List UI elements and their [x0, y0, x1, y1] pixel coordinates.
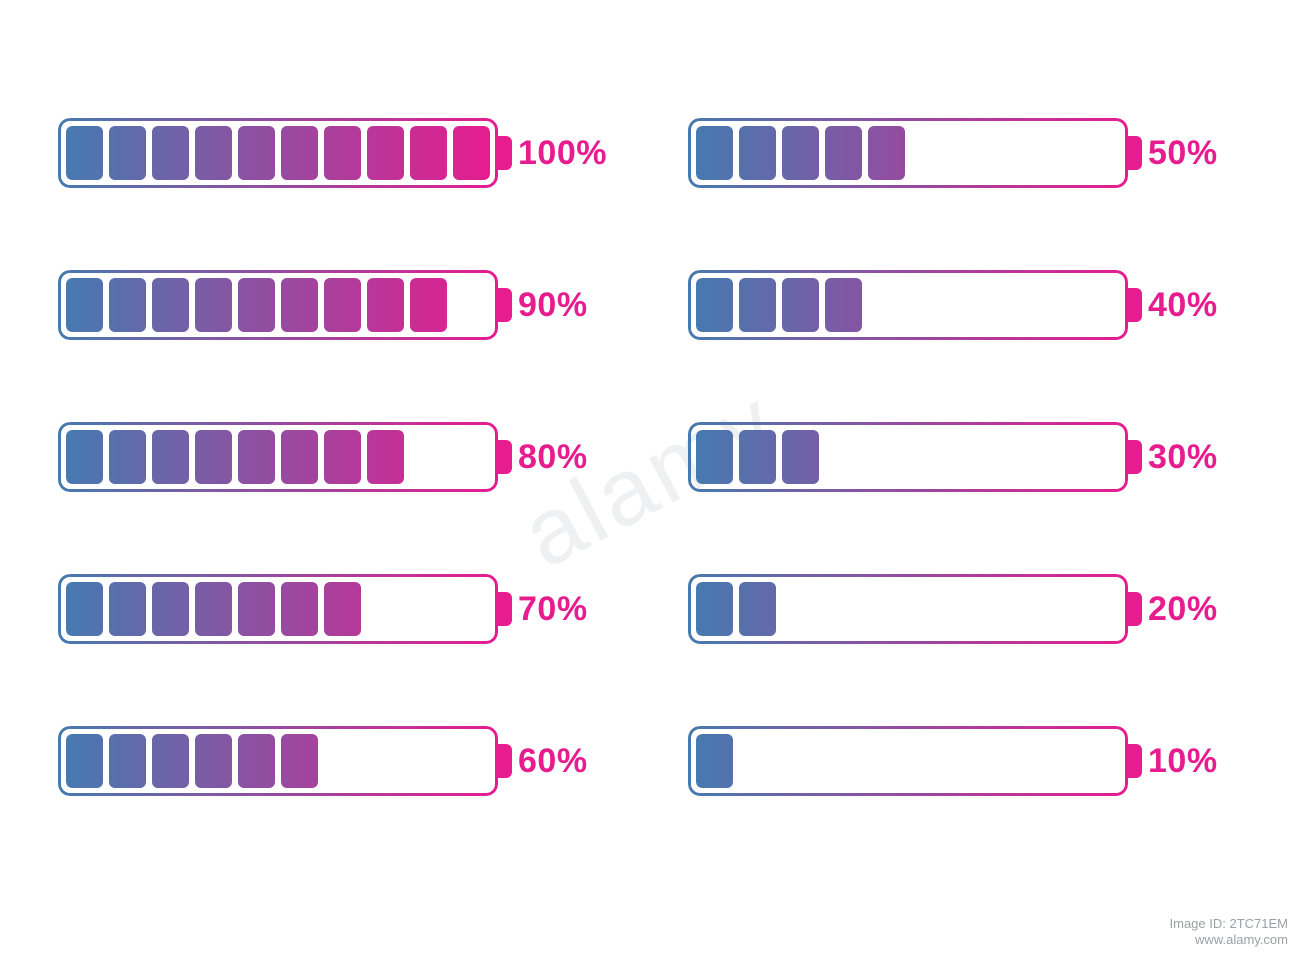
battery-fill — [696, 734, 1120, 788]
battery-row: 80% — [58, 422, 618, 492]
battery-fill — [66, 582, 490, 636]
battery-percent-label: 80% — [518, 438, 618, 477]
battery-row: 100% — [58, 118, 618, 188]
image-id-label: Image ID: 2TC71EM — [1170, 916, 1289, 932]
battery-body — [58, 118, 498, 188]
battery-row: 60% — [58, 726, 618, 796]
battery-icon — [688, 574, 1128, 644]
battery-cap-icon — [1128, 288, 1142, 322]
battery-row: 50% — [688, 118, 1248, 188]
battery-cap-icon — [1128, 440, 1142, 474]
battery-percent-label: 90% — [518, 286, 618, 325]
battery-fill — [66, 126, 490, 180]
battery-fill — [696, 430, 1120, 484]
battery-fill — [66, 430, 490, 484]
battery-icon — [58, 726, 498, 796]
battery-fill — [696, 278, 1120, 332]
battery-icon — [688, 118, 1128, 188]
battery-row: 20% — [688, 574, 1248, 644]
battery-icon — [58, 422, 498, 492]
battery-percent-label: 40% — [1148, 286, 1248, 325]
battery-icon — [58, 574, 498, 644]
battery-body — [58, 422, 498, 492]
battery-percent-label: 50% — [1148, 134, 1248, 173]
battery-icon — [58, 118, 498, 188]
battery-body — [688, 270, 1128, 340]
battery-percent-label: 100% — [518, 134, 618, 173]
battery-body — [688, 118, 1128, 188]
battery-cap-icon — [1128, 592, 1142, 626]
site-label: www.alamy.com — [1170, 932, 1289, 948]
battery-column-left: 100% 90% 80% — [58, 118, 618, 796]
battery-percent-label: 10% — [1148, 742, 1248, 781]
battery-fill — [66, 278, 490, 332]
battery-icon — [688, 270, 1128, 340]
battery-row: 30% — [688, 422, 1248, 492]
battery-row: 10% — [688, 726, 1248, 796]
battery-row: 90% — [58, 270, 618, 340]
battery-body — [58, 270, 498, 340]
battery-percent-label: 20% — [1148, 590, 1248, 629]
battery-percent-label: 30% — [1148, 438, 1248, 477]
battery-grid: 100% 90% 80% — [58, 118, 1242, 796]
battery-body — [688, 726, 1128, 796]
attribution-block: Image ID: 2TC71EM www.alamy.com — [1170, 916, 1289, 949]
battery-percent-label: 60% — [518, 742, 618, 781]
battery-body — [688, 422, 1128, 492]
battery-icon — [688, 422, 1128, 492]
battery-body — [688, 574, 1128, 644]
battery-icon — [688, 726, 1128, 796]
battery-cap-icon — [498, 440, 512, 474]
battery-cap-icon — [498, 744, 512, 778]
battery-percent-label: 70% — [518, 590, 618, 629]
battery-fill — [696, 126, 1120, 180]
battery-cap-icon — [1128, 136, 1142, 170]
battery-fill — [66, 734, 490, 788]
battery-cap-icon — [498, 592, 512, 626]
battery-fill — [696, 582, 1120, 636]
battery-body — [58, 726, 498, 796]
battery-column-right: 50% 40% 30% — [688, 118, 1248, 796]
battery-row: 40% — [688, 270, 1248, 340]
battery-cap-icon — [498, 288, 512, 322]
battery-body — [58, 574, 498, 644]
battery-cap-icon — [498, 136, 512, 170]
battery-icon — [58, 270, 498, 340]
battery-row: 70% — [58, 574, 618, 644]
battery-cap-icon — [1128, 744, 1142, 778]
